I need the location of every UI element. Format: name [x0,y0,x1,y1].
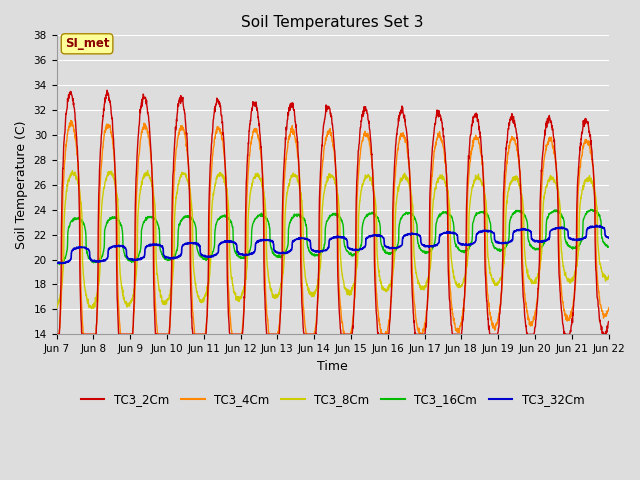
TC3_32Cm [493,239,501,244]
TC3_4Cm [349,317,356,323]
TC3_8Cm [52,304,60,310]
TC3_16Cm [207,252,214,258]
TC3_4Cm [67,118,75,123]
TC3_16Cm [52,260,60,266]
TC3_32Cm [59,261,67,266]
TC3_2Cm [103,87,111,93]
TC3_8Cm [605,273,612,278]
TC3_16Cm [361,215,369,221]
TC3_16Cm [605,244,612,250]
TC3_32Cm [593,222,600,228]
TC3_4Cm [207,177,214,183]
Line: TC3_32Cm: TC3_32Cm [56,225,609,264]
TC3_16Cm [56,262,63,267]
TC3_32Cm [572,237,579,243]
Line: TC3_2Cm: TC3_2Cm [56,90,609,334]
TC3_8Cm [89,306,97,312]
TC3_8Cm [556,205,564,211]
Title: Soil Temperatures Set 3: Soil Temperatures Set 3 [241,15,424,30]
TC3_4Cm [572,282,579,288]
TC3_8Cm [493,279,501,285]
TC3_32Cm [361,244,369,250]
TC3_2Cm [207,153,214,159]
TC3_8Cm [144,168,152,173]
TC3_8Cm [349,286,356,291]
TC3_32Cm [52,260,60,265]
TC3_2Cm [52,331,60,337]
TC3_8Cm [207,250,215,256]
TC3_32Cm [207,254,214,260]
TC3_4Cm [493,320,501,326]
TC3_4Cm [52,331,60,337]
Line: TC3_16Cm: TC3_16Cm [56,209,609,264]
TC3_2Cm [605,319,612,324]
Y-axis label: Soil Temperature (C): Soil Temperature (C) [15,120,28,249]
TC3_4Cm [556,269,564,275]
Text: SI_met: SI_met [65,37,109,50]
TC3_2Cm [493,331,501,337]
TC3_2Cm [349,323,356,329]
Line: TC3_4Cm: TC3_4Cm [56,120,609,334]
TC3_32Cm [349,247,356,253]
TC3_2Cm [361,108,369,114]
TC3_32Cm [556,225,564,231]
TC3_4Cm [361,132,369,138]
TC3_16Cm [493,247,501,252]
TC3_16Cm [572,244,579,250]
TC3_8Cm [572,268,579,274]
TC3_32Cm [605,235,612,240]
X-axis label: Time: Time [317,360,348,372]
TC3_4Cm [605,305,612,311]
Legend: TC3_2Cm, TC3_4Cm, TC3_8Cm, TC3_16Cm, TC3_32Cm: TC3_2Cm, TC3_4Cm, TC3_8Cm, TC3_16Cm, TC3… [76,388,589,410]
TC3_16Cm [587,206,595,212]
Line: TC3_8Cm: TC3_8Cm [56,170,609,309]
TC3_2Cm [556,288,564,294]
TC3_2Cm [572,276,579,282]
TC3_8Cm [361,175,369,181]
TC3_16Cm [556,210,564,216]
TC3_16Cm [349,252,356,258]
